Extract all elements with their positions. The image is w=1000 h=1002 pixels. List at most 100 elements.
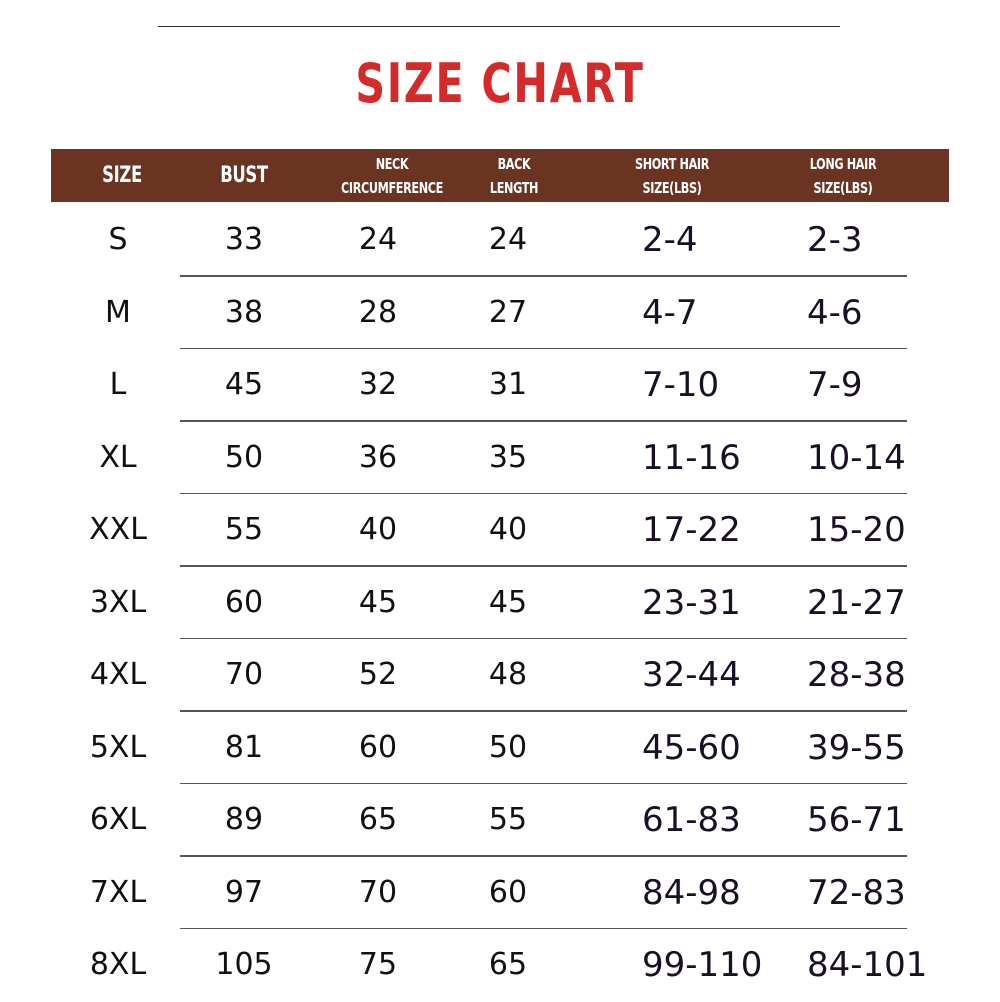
table-cell: 56-71: [807, 800, 906, 840]
table-cell: 40: [358, 512, 398, 547]
table-cell: 55: [224, 512, 264, 547]
column-header-text: SHORT HAIR: [634, 154, 710, 173]
table-cell: 39-55: [807, 727, 906, 768]
table-cell: 45: [224, 367, 264, 402]
table-cell: M: [105, 294, 131, 330]
row-divider: [180, 565, 907, 567]
table-cell: 15-20: [807, 510, 906, 550]
row-divider: [180, 420, 907, 422]
table-cell: 45: [488, 584, 528, 620]
table-cell: 2-3: [807, 220, 863, 260]
table-cell: 55: [488, 802, 528, 837]
table-row: 3XL 60 45 45 23-31 21-27: [0, 567, 1000, 639]
table-cell: 10-14: [807, 437, 906, 478]
table-cell: 8XL: [89, 947, 147, 982]
column-header: SHORT HAIR SIZE(LBS): [635, 149, 709, 202]
row-divider: [180, 782, 907, 784]
row-divider: [180, 927, 907, 929]
table-cell: 52: [358, 657, 398, 692]
table-cell: 75: [358, 947, 398, 982]
column-header: SIZE: [102, 149, 142, 202]
table-cell: 99-110: [642, 945, 763, 985]
table-cell: 65: [488, 947, 528, 982]
table-cell: 5XL: [89, 729, 147, 765]
table-cell: 45: [358, 584, 398, 620]
table-cell: L: [109, 367, 127, 402]
column-header: LONG HAIR SIZE(LBS): [810, 149, 877, 202]
table-cell: 60: [488, 874, 528, 910]
table-cell: S: [108, 222, 128, 257]
row-divider: [180, 275, 907, 277]
column-header-text: BUST: [220, 162, 268, 188]
column-header-text: SIZE: [102, 162, 142, 188]
column-header-text: SIZE(LBS): [813, 178, 873, 197]
table-cell: 60: [358, 729, 398, 765]
table-cell: 32: [358, 367, 398, 402]
table-cell: 3XL: [89, 584, 147, 620]
table-row: 5XL 81 60 50 45-60 39-55: [0, 712, 1000, 784]
table-cell: 21-27: [807, 582, 906, 623]
table-row: XL 50 36 35 11-16 10-14: [0, 422, 1000, 494]
table-row: 6XL 89 65 55 61-83 56-71: [0, 784, 1000, 857]
table-cell: 4XL: [89, 657, 147, 692]
table-cell: 4-7: [642, 292, 698, 333]
column-header-text: NECK: [375, 154, 409, 173]
table-cell: 48: [488, 657, 528, 692]
table-cell: 40: [488, 512, 528, 547]
table-cell: 61-83: [642, 800, 741, 840]
table-row: L 45 32 31 7-10 7-9: [0, 349, 1000, 422]
table-cell: 11-16: [642, 437, 741, 478]
table-cell: 70: [358, 874, 398, 910]
table-cell: 4-6: [807, 292, 863, 333]
table-cell: 38: [224, 294, 264, 330]
table-cell: 23-31: [642, 582, 741, 623]
table-cell: 27: [488, 294, 528, 330]
table-row: 8XL 105 75 65 99-110 84-101: [0, 929, 1000, 1002]
table-cell: 81: [224, 729, 264, 765]
column-header: BUST: [220, 149, 268, 202]
table-cell: 35: [488, 439, 528, 475]
column-header: NECK CIRCUMFERENCE: [341, 149, 443, 202]
table-cell: XXL: [89, 512, 147, 547]
table-row: M 38 28 27 4-7 4-6: [0, 277, 1000, 349]
table-row: S 33 24 24 2-4 2-3: [0, 204, 1000, 277]
table-cell: 89: [224, 802, 264, 837]
page-title: SIZE CHART: [355, 52, 645, 115]
column-header-text: LONG HAIR: [809, 154, 877, 173]
row-divider: [180, 710, 907, 712]
table-cell: 24: [488, 222, 528, 257]
row-divider: [180, 637, 907, 639]
column-header-text: CIRCUMFERENCE: [341, 178, 443, 197]
row-divider: [180, 347, 907, 349]
table-cell: 45-60: [642, 727, 741, 768]
table-row: XXL 55 40 40 17-22 15-20: [0, 494, 1000, 567]
table-cell: 28: [358, 294, 398, 330]
table-cell: 50: [488, 729, 528, 765]
table-cell: 65: [358, 802, 398, 837]
table-cell: 24: [358, 222, 398, 257]
table-cell: 33: [224, 222, 264, 257]
column-header-text: SIZE(LBS): [642, 178, 702, 197]
row-divider: [180, 855, 907, 857]
column-header-text: LENGTH: [489, 178, 539, 197]
table-cell: 6XL: [89, 802, 147, 837]
table-cell: 7-9: [807, 365, 863, 405]
column-header: BACK LENGTH: [489, 149, 539, 202]
table-row: 7XL 97 70 60 84-98 72-83: [0, 857, 1000, 929]
table-header: SIZE BUST NECK CIRCUMFERENCE BACK LENGTH SHORT…: [51, 149, 949, 202]
table-cell: 50: [224, 439, 264, 475]
table-cell: 84-101: [807, 945, 928, 985]
table-row: 4XL 70 52 48 32-44 28-38: [0, 639, 1000, 712]
table-cell: 7XL: [89, 874, 147, 910]
table-cell: 60: [224, 584, 264, 620]
table-cell: 32-44: [642, 655, 741, 695]
top-divider: [158, 26, 840, 27]
row-divider: [180, 492, 907, 494]
table-cell: 31: [488, 367, 528, 402]
size-table: S 33 24 24 2-4 2-3 M 38 28 27 4-7 4-6 L 45 32 31 7-10 7-9…: [0, 204, 1000, 1002]
table-cell: 17-22: [642, 510, 741, 550]
table-cell: 84-98: [642, 872, 741, 913]
table-cell: 72-83: [807, 872, 906, 913]
table-cell: 36: [358, 439, 398, 475]
table-cell: 105: [215, 947, 273, 982]
